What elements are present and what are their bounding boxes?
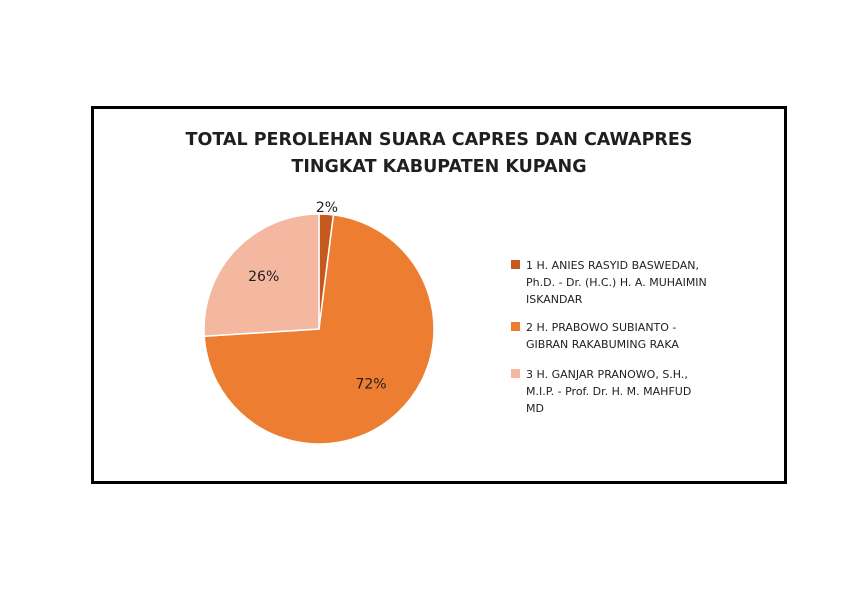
pie-data-label-3: 26%: [248, 269, 279, 285]
legend-label-1: 1 H. ANIES RASYID BASWEDAN, Ph.D. - Dr. …: [526, 259, 707, 306]
legend-label-3: 3 H. GANJAR PRANOWO, S.H., M.I.P. - Prof…: [526, 368, 692, 415]
legend-item-1: 1 H. ANIES RASYID BASWEDAN, Ph.D. - Dr. …: [511, 257, 751, 308]
pie-chart: 2% 72% 26%: [203, 200, 435, 445]
pie-slice-3: [203, 213, 320, 338]
chart-title-line-1: TOTAL PEROLEHAN SUARA CAPRES DAN CAWAPRE…: [185, 130, 693, 150]
legend-swatch-2: [511, 322, 520, 331]
legend: 1 H. ANIES RASYID BASWEDAN, Ph.D. - Dr. …: [511, 257, 751, 428]
pie-data-label-2: 72%: [355, 376, 386, 392]
legend-swatch-1: [511, 260, 520, 269]
legend-label-2: 2 H. PRABOWO SUBIANTO - GIBRAN RAKABUMIN…: [526, 321, 679, 351]
chart-title: TOTAL PEROLEHAN SUARA CAPRES DAN CAWAPRE…: [94, 127, 784, 181]
chart-title-line-2: TINGKAT KABUPATEN KUPANG: [291, 157, 587, 177]
legend-item-2: 2 H. PRABOWO SUBIANTO - GIBRAN RAKABUMIN…: [511, 319, 751, 353]
legend-swatch-3: [511, 369, 520, 378]
pie-data-label-1: 2%: [316, 200, 338, 216]
chart-frame: TOTAL PEROLEHAN SUARA CAPRES DAN CAWAPRE…: [91, 106, 787, 484]
legend-item-3: 3 H. GANJAR PRANOWO, S.H., M.I.P. - Prof…: [511, 366, 751, 417]
